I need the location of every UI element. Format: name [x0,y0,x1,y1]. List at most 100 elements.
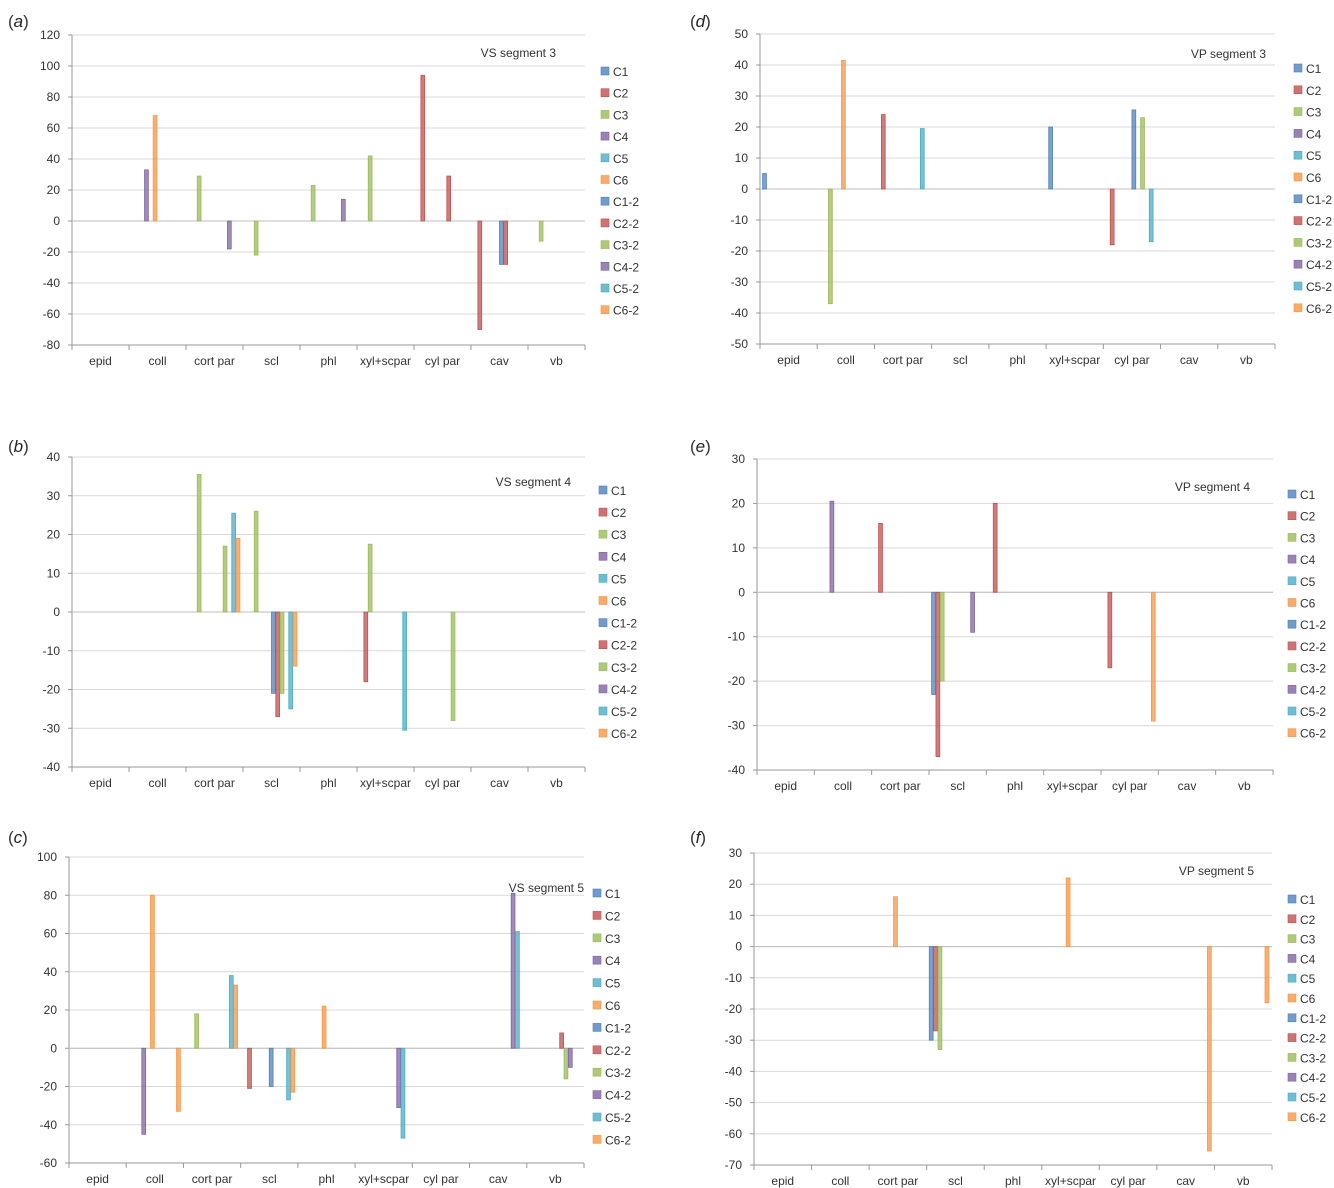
y-tick-label: -60 [43,307,61,321]
legend-label: C1-2 [1300,618,1326,632]
category-label: cort par [192,1172,233,1186]
legend-swatch [1293,216,1303,225]
legend-swatch [1287,511,1297,521]
legend-swatch [600,110,610,119]
bar-C2-2 [446,175,452,222]
y-tick-label: 20 [44,1003,58,1017]
legend-swatch [598,574,608,583]
legend-swatch [598,596,608,605]
legend-label: C4-2 [611,683,637,697]
legend-swatch [1287,533,1297,542]
legend-swatch [592,1090,602,1099]
category-label: xyl+scpar [1049,353,1100,367]
legend-label: C5-2 [613,282,639,296]
bar-C3 [367,155,373,222]
bar-C4-2 [970,591,975,633]
bar-C6 [150,894,155,1049]
category-label: cyl par [425,776,460,790]
legend-label: C5 [1300,972,1316,986]
legend-swatch [1287,1072,1297,1082]
bar-C1-2 [268,1047,274,1087]
chart-panel-f: (f) -70 -60 -50 -40 -30 -20 -10 0 10 20 30 epid coll c… [690,828,1326,1188]
legend-swatch [600,153,610,163]
chart-title: VP segment 3 [1191,47,1266,61]
legend-label: C2-2 [613,217,639,231]
legend-label: C6-2 [605,1133,631,1147]
category-label: cyl par [423,1172,458,1186]
legend-swatch [1293,194,1303,204]
panel-label: (d) [690,12,711,31]
legend-swatch [598,618,608,627]
bar-C3 [367,543,373,613]
legend-swatch [600,305,610,315]
chart-panel-b: (b) -40 -30 -20 -10 0 10 20 30 40 epid coll cort par… [8,437,637,790]
category-label: epid [771,1174,794,1188]
legend-swatch [598,551,608,561]
legend-swatch [1287,619,1297,629]
category-label: cyl par [425,354,460,368]
category-label: scl [262,1172,277,1186]
legend-swatch [1287,1112,1297,1122]
legend-label: C4 [1300,553,1316,567]
bar-C1 [762,173,767,190]
legend-swatch [592,978,602,987]
bar-C6-2 [292,611,298,667]
legend-label: C2-2 [1300,1032,1326,1046]
legend-swatch [592,955,602,965]
bar-C6 [841,59,846,190]
legend-label: C2-2 [1306,215,1332,229]
bar-C1 [928,946,934,1041]
legend-label: C3-2 [1300,1051,1326,1065]
chart-panel-a: (a) -80 -60 -40 -20 0 20 40 60 80 100 120 epid coll co… [8,12,639,368]
bar-C1-2 [271,611,276,694]
bar-C2-2 [275,611,281,718]
bar-C2 [1107,591,1113,669]
bar-C4-2 [341,198,346,222]
bar-C6 [893,896,898,947]
legend-label: C6-2 [613,304,639,318]
legend-label: C2 [611,506,627,520]
legend-swatch [592,1067,602,1077]
legend-swatch [600,175,610,184]
bar-C2 [880,114,886,190]
legend-label: C4-2 [1300,1071,1326,1085]
y-tick-label: 60 [47,121,61,135]
y-tick-label: -20 [731,244,749,258]
legend-swatch [600,218,610,228]
bar-C3 [253,510,259,613]
category-label: cav [1176,1174,1195,1188]
y-tick-label: -30 [731,275,749,289]
category-label: phl [320,776,336,790]
y-tick-label: -20 [40,1080,58,1094]
legend-swatch [592,888,602,898]
legend-label: C6-2 [611,727,637,741]
y-tick-label: 0 [735,940,742,954]
legend-label: C4-2 [1300,683,1326,697]
chart-panel-d: (d) -50 -40 -30 -20 -10 0 10 20 30 40 50 epid coll cor… [690,12,1332,367]
bar-C3 [828,188,833,305]
bar-C6-2 [176,1047,181,1112]
bar-C6 [321,1005,327,1049]
y-tick-label: 0 [53,605,60,619]
y-tick-label: -60 [40,1156,58,1170]
bar-C6-2 [290,1047,296,1093]
legend-swatch [1293,172,1303,182]
legend-label: C3 [613,108,629,122]
chart-title: VP segment 4 [1175,480,1250,494]
bar-C5-2 [402,611,407,731]
category-label: vb [550,776,563,790]
legend-swatch [598,507,608,517]
legend-swatch [1287,1053,1297,1062]
y-tick-label: -60 [725,1127,743,1141]
bar-C3-2 [563,1047,569,1080]
bar-C5-2 [515,931,520,1049]
bar-C2 [935,591,941,758]
category-label: cav [489,1172,508,1186]
category-label: scl [950,779,965,793]
legend-swatch [1293,150,1303,160]
legend-label: C1 [1306,62,1322,76]
legend-swatch [1287,954,1297,963]
category-label: coll [148,776,166,790]
y-tick-label: 0 [738,585,745,599]
bar-C3 [196,474,202,613]
